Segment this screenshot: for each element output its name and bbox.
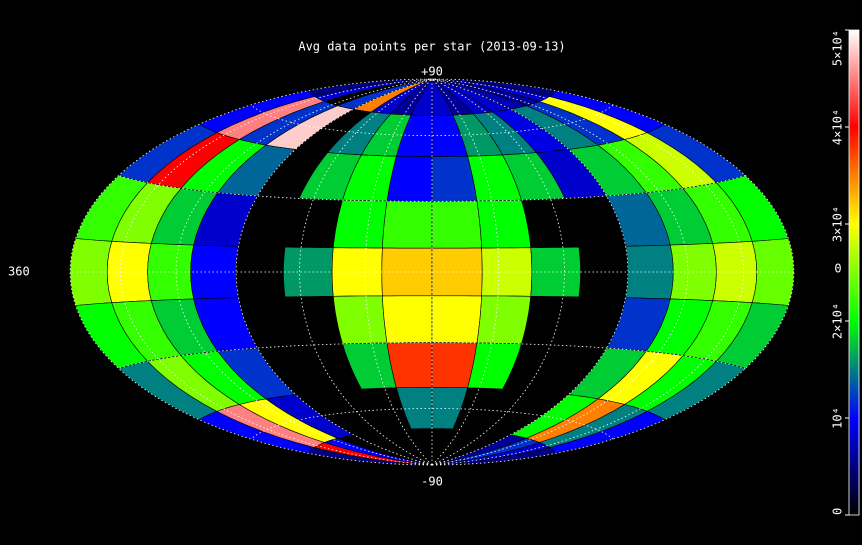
sky-cell (476, 199, 532, 249)
sky-cell (382, 200, 433, 249)
sky-cells (69, 78, 795, 466)
lat-label: -90 (421, 475, 443, 489)
colorbar-tick-label: 3×10⁴ (831, 206, 845, 242)
colorbar-tick-label: 0 (831, 508, 845, 515)
meridian (431, 78, 500, 466)
parallel (118, 175, 746, 202)
colorbar-tick-label: 2×10⁴ (831, 303, 845, 339)
sky-cell (476, 295, 532, 345)
chart-title: Avg data points per star (2013-09-13) (298, 40, 565, 54)
sky-cell (332, 199, 388, 249)
sky-cell (147, 243, 195, 301)
sky-cell (323, 437, 433, 466)
lat-label: +90 (421, 65, 443, 79)
meridian (69, 78, 433, 466)
sky-cell (431, 387, 468, 430)
sky-cell (712, 240, 758, 304)
colorbar-tick-label: 10⁴ (831, 407, 845, 429)
parallel (118, 342, 746, 369)
lon-label: 0 (834, 262, 841, 276)
sky-cell (467, 342, 522, 390)
meridian (175, 78, 433, 466)
lon-label: 360 (8, 265, 30, 279)
meridian (431, 78, 745, 466)
parallel (250, 104, 614, 136)
colorbar-tick-label: 5×10⁴ (831, 30, 845, 66)
sky-cell (431, 295, 482, 344)
sky-cell (431, 200, 482, 249)
colorbar-tick-label: 4×10⁴ (831, 109, 845, 145)
sky-cell (382, 295, 433, 344)
meridian (431, 78, 565, 466)
colorbar (848, 29, 860, 516)
meridian (299, 78, 433, 466)
sky-cell (332, 295, 388, 345)
sky-cell (431, 447, 557, 466)
sky-cell (396, 387, 433, 430)
parallel (250, 408, 614, 440)
meridian (431, 78, 629, 466)
